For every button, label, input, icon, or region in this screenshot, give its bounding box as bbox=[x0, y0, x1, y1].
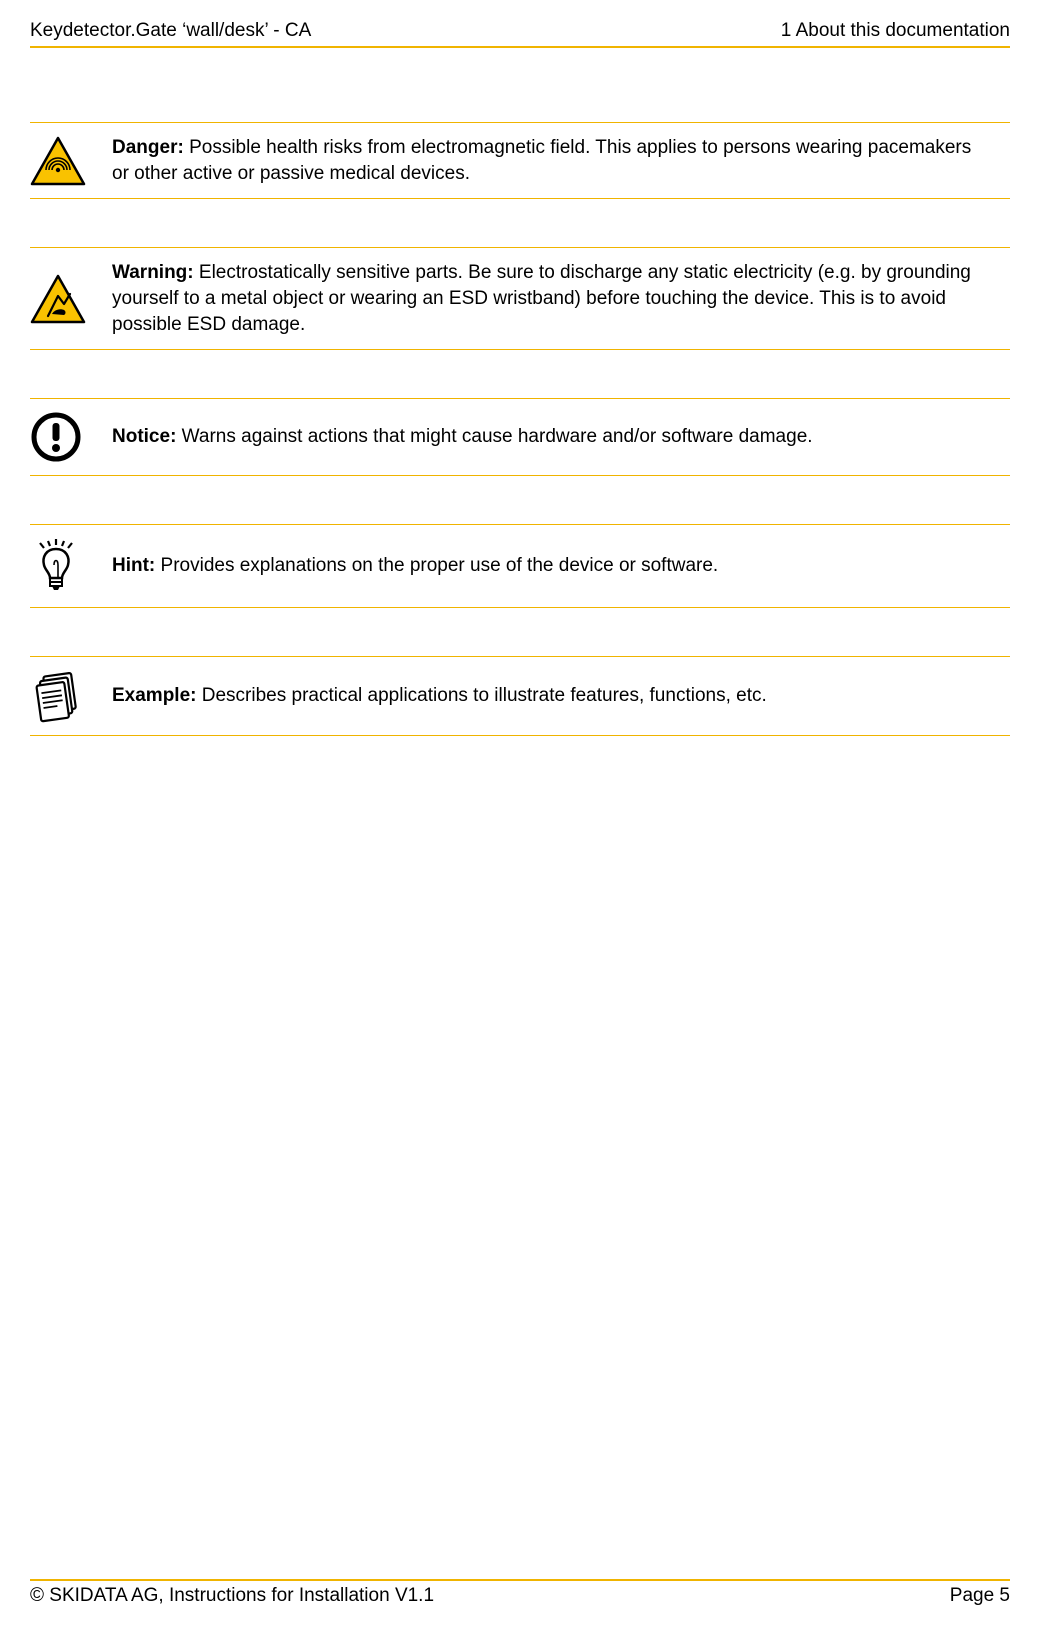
callout-body: Provides explanations on the proper use … bbox=[155, 555, 718, 576]
callout-label: Example: bbox=[112, 685, 196, 706]
callout-text: Hint: Provides explanations on the prope… bbox=[112, 553, 1010, 579]
callout-danger: Danger: Possible health risks from elect… bbox=[30, 122, 1010, 199]
callout-body: Possible health risks from electromagnet… bbox=[112, 137, 971, 184]
danger-radiation-icon bbox=[30, 136, 112, 186]
callout-warning: Warning: Electrostatically sensitive par… bbox=[30, 247, 1010, 350]
callout-label: Hint: bbox=[112, 555, 155, 576]
notice-exclaim-icon bbox=[30, 411, 112, 463]
callout-label: Danger: bbox=[112, 137, 184, 158]
page: Keydetector.Gate ‘wall/desk’ - CA 1 Abou… bbox=[0, 0, 1040, 1631]
callout-text: Warning: Electrostatically sensitive par… bbox=[112, 260, 1010, 337]
callout-text: Notice: Warns against actions that might… bbox=[112, 424, 1010, 450]
callout-hint: Hint: Provides explanations on the prope… bbox=[30, 524, 1010, 608]
footer-left: © SKIDATA AG, Instructions for Installat… bbox=[30, 1585, 434, 1607]
header-right: 1 About this documentation bbox=[781, 20, 1010, 42]
callout-notice: Notice: Warns against actions that might… bbox=[30, 398, 1010, 476]
example-docs-icon bbox=[30, 669, 112, 723]
warning-esd-icon bbox=[30, 274, 112, 324]
callout-body: Describes practical applications to illu… bbox=[196, 685, 766, 706]
callout-text: Example: Describes practical application… bbox=[112, 683, 1010, 709]
page-footer: © SKIDATA AG, Instructions for Installat… bbox=[30, 1579, 1010, 1607]
callout-label: Notice: bbox=[112, 426, 176, 447]
content-area: Danger: Possible health risks from elect… bbox=[30, 122, 1010, 736]
callout-body: Electrostatically sensitive parts. Be su… bbox=[112, 262, 971, 334]
page-header: Keydetector.Gate ‘wall/desk’ - CA 1 Abou… bbox=[30, 20, 1010, 48]
callout-label: Warning: bbox=[112, 262, 194, 283]
callout-example: Example: Describes practical application… bbox=[30, 656, 1010, 736]
callout-text: Danger: Possible health risks from elect… bbox=[112, 135, 1010, 186]
footer-right: Page 5 bbox=[950, 1585, 1010, 1607]
hint-bulb-icon bbox=[30, 537, 112, 595]
header-left: Keydetector.Gate ‘wall/desk’ - CA bbox=[30, 20, 311, 42]
callout-body: Warns against actions that might cause h… bbox=[176, 426, 812, 447]
